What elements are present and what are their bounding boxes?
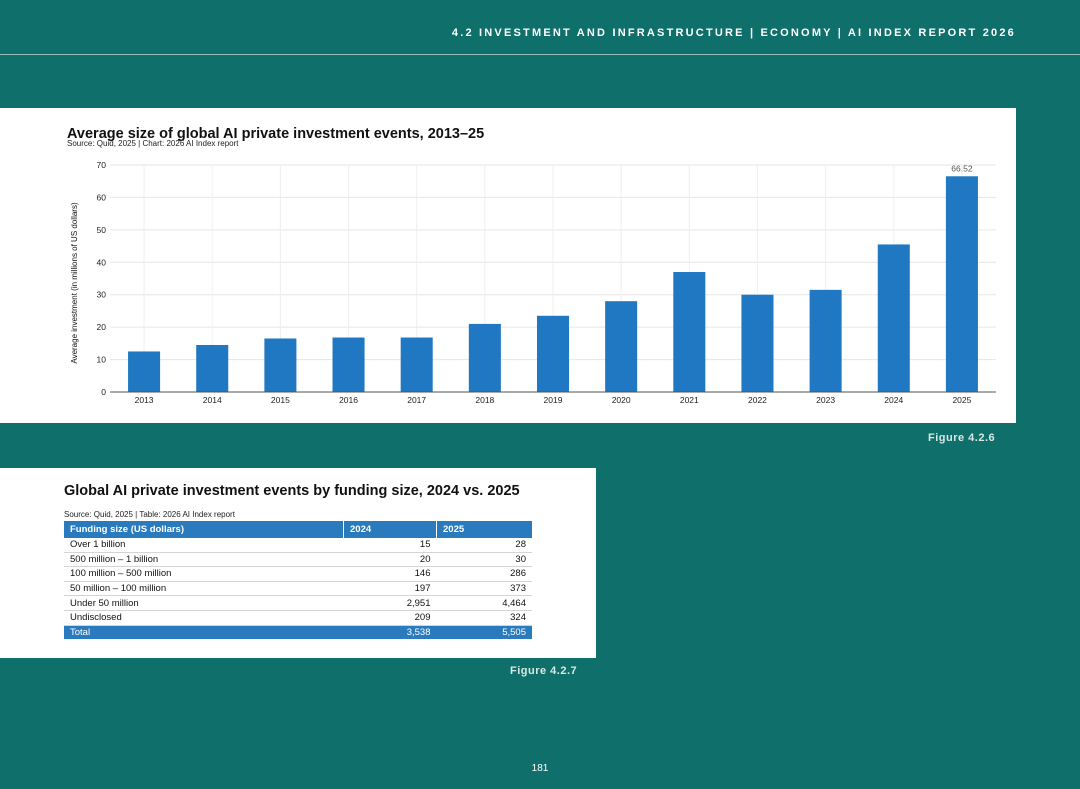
table-cell: 324 [436, 610, 532, 626]
y-tick-label: 50 [97, 225, 107, 235]
bar-chart: 0 10 20 30 40 50 60 70 2013 2014 2015 2016 2017 2018 2… [70, 160, 996, 405]
table-cell: 146 [343, 566, 437, 582]
table-cell: 15 [343, 538, 437, 553]
y-tick-label: 40 [97, 257, 107, 267]
table-cell: 209 [343, 610, 437, 626]
bar-2024 [877, 244, 910, 392]
table-row: 500 million – 1 billion 20 30 [64, 552, 532, 568]
table-cell: 5,505 [436, 625, 532, 640]
chart-source: Source: Quid, 2025 | Chart: 2026 AI Inde… [67, 139, 239, 148]
x-tick-label: 2022 [748, 395, 767, 405]
chart-title: Average size of global AI private invest… [67, 126, 485, 142]
x-tick-label: 2016 [339, 395, 358, 405]
x-tick-label: 2014 [203, 395, 222, 405]
bar-2020 [605, 301, 638, 392]
bar-2018 [468, 323, 501, 392]
table-source: Source: Quid, 2025 | Table: 2026 AI Inde… [64, 510, 235, 519]
table-row: Undisclosed 209 324 [64, 610, 532, 626]
table-cell: 50 million – 100 million [64, 581, 344, 597]
page-number: 181 [531, 763, 549, 774]
table-row: 50 million – 100 million 197 373 [64, 581, 532, 597]
bar-2019 [536, 315, 570, 392]
table-cell: 3,538 [343, 625, 437, 640]
x-tick-label: 2025 [952, 395, 971, 405]
table-cell: 373 [436, 581, 532, 597]
bar-2025 [945, 176, 978, 392]
x-tick-label: 2015 [271, 395, 290, 405]
x-tick-label: 2024 [884, 395, 903, 405]
x-tick-label: 2013 [135, 395, 154, 405]
x-tick-label: 2018 [475, 395, 494, 405]
table-header-cell: 2024 [343, 521, 437, 538]
table-cell: 197 [343, 581, 437, 597]
bar-2015 [264, 338, 297, 392]
figure-4-2-7-card: Global AI private investment events by f… [0, 468, 596, 658]
table-header-cell: 2025 [436, 521, 532, 538]
table-cell: Under 50 million [64, 595, 344, 611]
x-tick-label: 2019 [544, 395, 563, 405]
x-tick-label: 2023 [816, 395, 835, 405]
figure-4-2-6-label: Figure 4.2.6 [928, 432, 996, 444]
figure-4-2-7-label: Figure 4.2.7 [510, 665, 578, 677]
bar-2023 [809, 289, 842, 392]
bar-2022 [741, 294, 774, 392]
bar-2016 [332, 337, 365, 392]
bar-2013 [128, 351, 161, 392]
funding-size-table: Funding size (US dollars) 2024 2025 Over… [64, 521, 532, 640]
table-cell: 4,464 [436, 595, 532, 611]
bar-2014 [196, 344, 229, 392]
table-row: Under 50 million 2,951 4,464 [64, 595, 532, 611]
table-row: Over 1 billion 15 28 [64, 538, 532, 553]
bar-2017 [400, 337, 433, 392]
x-tick-label: 2021 [680, 395, 699, 405]
y-axis-label: Average investment (in millions of US do… [70, 202, 79, 364]
table-header-row: Funding size (US dollars) 2024 2025 [64, 521, 532, 538]
figure-4-2-6-card: Average size of global AI private invest… [0, 108, 1016, 423]
table-cell: 286 [436, 566, 532, 582]
y-tick-label: 10 [97, 355, 107, 365]
table-total-row: Total 3,538 5,505 [64, 625, 532, 640]
y-tick-label: 60 [97, 192, 107, 202]
table-cell: 100 million – 500 million [64, 566, 344, 582]
x-tick-label: 2017 [407, 395, 426, 405]
chart-bars [128, 176, 978, 392]
y-tick-label: 70 [97, 160, 107, 170]
y-tick-label: 30 [97, 290, 107, 300]
table-cell: Total [64, 625, 344, 640]
data-label: 66.52 [951, 163, 973, 173]
bar-2021 [673, 272, 706, 392]
y-tick-label: 20 [97, 322, 107, 332]
table-cell: 2,951 [343, 595, 437, 611]
table-title: Global AI private investment events by f… [64, 483, 520, 499]
table-cell: Over 1 billion [64, 538, 344, 553]
table-cell: 28 [436, 538, 532, 553]
table-cell: 500 million – 1 billion [64, 552, 344, 568]
table-cell: 20 [343, 552, 437, 568]
table-row: 100 million – 500 million 146 286 [64, 566, 532, 582]
y-tick-label: 0 [101, 387, 106, 397]
table-header-cell: Funding size (US dollars) [64, 521, 344, 538]
table-cell: Undisclosed [64, 610, 344, 626]
chart-axes: 0 10 20 30 40 50 60 70 2013 2014 2015 2016 2017 2018 2… [97, 160, 996, 405]
running-header: 4.2 INVESTMENT AND INFRASTRUCTURE | ECON… [451, 27, 1016, 39]
table-cell: 30 [436, 552, 532, 568]
header-divider [0, 54, 1080, 55]
x-tick-label: 2020 [612, 395, 631, 405]
